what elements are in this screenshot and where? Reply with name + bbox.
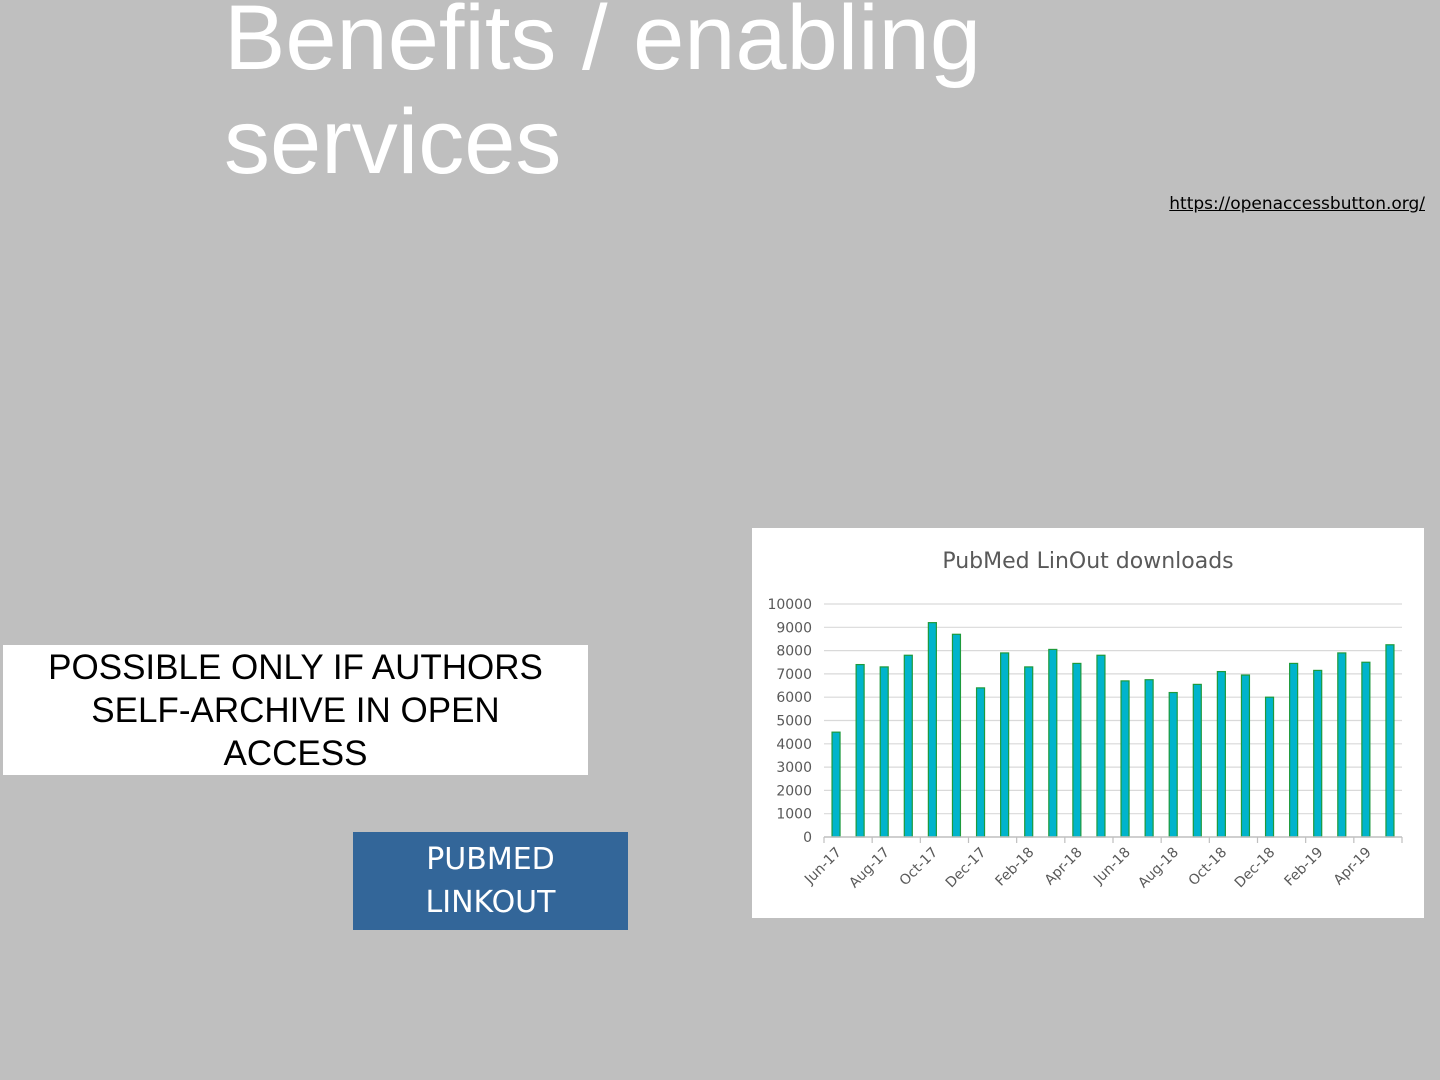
pubmed-linkout-label-line-1: PUBMED (426, 842, 555, 877)
bar-dec-17 (975, 687, 986, 838)
x-tick-label: Oct-17 (897, 845, 942, 890)
bar-jun-18 (1120, 680, 1130, 838)
y-tick-label: 1000 (776, 807, 812, 823)
x-tick-label: Oct-18 (1186, 845, 1231, 890)
bar-may-18 (1096, 654, 1106, 838)
x-tick-label: Apr-19 (1331, 845, 1375, 889)
bar-aug-17 (879, 666, 889, 838)
bar-apr-18 (1072, 662, 1082, 838)
bar-jan-19 (1289, 662, 1299, 838)
y-tick-label: 0 (803, 830, 812, 846)
bar-jul-17 (855, 663, 865, 838)
chart-x-axis (823, 836, 1403, 843)
y-tick-label: 3000 (776, 760, 812, 776)
x-tick-label: Jun-17 (801, 845, 845, 889)
y-tick-label: 8000 (776, 644, 812, 660)
chart-svg: PubMed LinOut downloads 0 1000 2000 3000 400… (767, 549, 1403, 892)
slide-title: Benefits / enabling services (224, 0, 1124, 194)
pubmed-linkout-label-line-2: LINKOUT (425, 885, 556, 920)
bar-jun-17 (831, 731, 841, 838)
bar-nov-17 (951, 633, 962, 838)
pubmed-downloads-chart: PubMed LinOut downloads 0 1000 2000 3000 400… (752, 528, 1424, 918)
chart-x-axis-labels: Jun-17 Aug-17 Oct-17 Dec-17 Feb-18 Apr-18 Jun-… (801, 845, 1374, 892)
self-archive-note-text: POSSIBLE ONLY IF AUTHORS SELF-ARCHIVE IN… (48, 647, 543, 773)
bar-mar-19 (1337, 652, 1347, 838)
slide-title-line-2: services (224, 91, 562, 193)
x-tick-label: Aug-17 (846, 845, 893, 892)
x-tick-label: Jun-18 (1090, 845, 1134, 889)
x-tick-label: Apr-18 (1042, 845, 1086, 889)
slide-title-line-1: Benefits / enabling (224, 0, 981, 89)
y-tick-label: 10000 (767, 597, 812, 613)
bar-mar-18 (1048, 648, 1058, 838)
y-tick-label: 7000 (776, 667, 812, 683)
bar-jan-18 (1000, 652, 1010, 838)
chart-bars (831, 622, 1395, 838)
y-tick-label: 2000 (776, 783, 812, 799)
bar-oct-17 (927, 622, 937, 838)
chart-y-axis-labels: 0 1000 2000 3000 4000 5000 6000 7000 8000 9000 100… (767, 597, 812, 846)
self-archive-note: POSSIBLE ONLY IF AUTHORS SELF-ARCHIVE IN… (3, 645, 588, 775)
chart-gridlines (824, 603, 1402, 815)
bar-sep-17 (903, 654, 913, 838)
chart-title: PubMed LinOut downloads (942, 549, 1233, 574)
bar-dec-18 (1264, 696, 1275, 838)
y-tick-label: 6000 (776, 690, 812, 706)
pubmed-linkout-button[interactable]: PUBMED LINKOUT (353, 832, 628, 930)
bar-aug-18 (1168, 691, 1178, 838)
y-tick-label: 5000 (776, 714, 812, 730)
bar-feb-19 (1313, 669, 1323, 838)
bar-feb-18 (1024, 666, 1034, 838)
bar-nov-18 (1240, 674, 1251, 838)
bar-apr-19 (1361, 661, 1371, 838)
x-tick-label: Aug-18 (1135, 845, 1182, 892)
bar-sep-18 (1192, 683, 1202, 838)
bar-may-19 (1385, 644, 1395, 838)
x-tick-label: Feb-19 (1282, 845, 1327, 890)
bar-oct-18 (1216, 670, 1226, 838)
x-tick-label: Dec-17 (943, 845, 990, 892)
bar-jul-18 (1144, 679, 1154, 838)
y-tick-label: 9000 (776, 620, 812, 636)
x-tick-label: Dec-18 (1232, 845, 1279, 892)
x-tick-label: Feb-18 (993, 845, 1038, 890)
open-access-button-link[interactable]: https://openaccessbutton.org/ (1169, 194, 1425, 214)
y-tick-label: 4000 (776, 737, 812, 753)
